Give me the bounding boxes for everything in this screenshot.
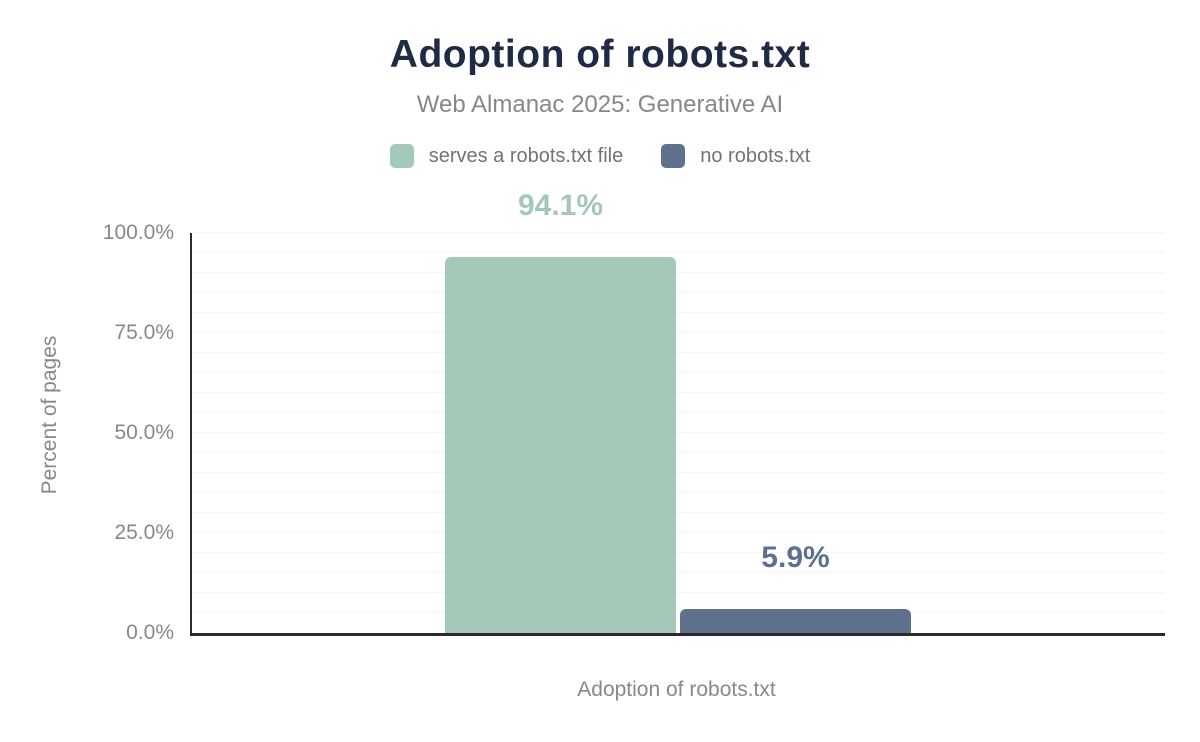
bar-value-label: 94.1% bbox=[517, 188, 604, 222]
legend-swatch-green-icon bbox=[389, 144, 414, 168]
bar-serves-robots-txt bbox=[445, 256, 676, 633]
gridline bbox=[192, 252, 1165, 253]
gridline bbox=[192, 292, 1165, 293]
chart-title: Adoption of robots.txt bbox=[389, 33, 811, 76]
gridline bbox=[192, 312, 1165, 313]
gridline bbox=[192, 232, 1165, 233]
gridline bbox=[192, 272, 1165, 273]
gridline bbox=[192, 592, 1165, 593]
gridline bbox=[192, 612, 1165, 613]
gridline bbox=[192, 532, 1165, 533]
gridline bbox=[192, 352, 1165, 353]
gridline bbox=[192, 452, 1165, 453]
bar-no-robots-txt bbox=[680, 609, 911, 633]
x-axis-label: Adoption of robots.txt bbox=[577, 678, 776, 701]
legend: serves a robots.txt file no robots.txt bbox=[0, 144, 1200, 168]
gridline bbox=[192, 392, 1165, 393]
y-axis-ticks: 0.0% 25.0% 50.0% 75.0% 100.0% bbox=[0, 221, 174, 644]
legend-swatch-slate-icon bbox=[661, 144, 686, 168]
legend-label: no robots.txt bbox=[700, 144, 811, 167]
legend-item-serves-robots-txt: serves a robots.txt file bbox=[389, 144, 624, 168]
chart-subtitle: Web Almanac 2025: Generative AI bbox=[416, 91, 784, 118]
gridline bbox=[192, 472, 1165, 473]
gridline bbox=[192, 492, 1165, 493]
gridline bbox=[192, 512, 1165, 513]
y-tick-label: 25.0% bbox=[114, 521, 174, 544]
plot-area: 94.1% 5.9% bbox=[190, 190, 1165, 636]
y-tick-label: 100.0% bbox=[102, 221, 174, 244]
gridline bbox=[192, 552, 1165, 553]
legend-item-no-robots-txt: no robots.txt bbox=[661, 144, 810, 168]
gridline bbox=[192, 432, 1165, 433]
gridline bbox=[192, 372, 1165, 373]
gridline bbox=[192, 572, 1165, 573]
y-tick-label: 50.0% bbox=[114, 421, 174, 444]
bar-value-label: 5.9% bbox=[761, 541, 830, 575]
gridline bbox=[192, 332, 1165, 333]
y-tick-label: 75.0% bbox=[114, 321, 174, 344]
y-tick-label: 0.0% bbox=[126, 621, 174, 644]
legend-label: serves a robots.txt file bbox=[428, 144, 624, 167]
gridline bbox=[192, 412, 1165, 413]
